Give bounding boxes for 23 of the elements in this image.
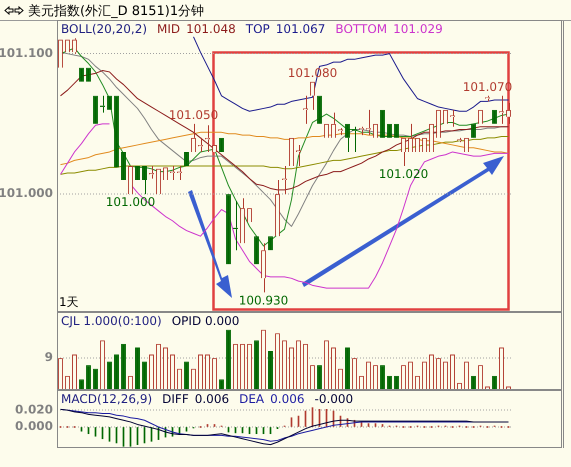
y-tick-label: 0.000 [15, 419, 53, 434]
annotation: OPID 0.000 [172, 314, 240, 328]
chart-subtitle: CJL 1.000(0:100) [61, 314, 162, 328]
text: BOTTOM [335, 22, 388, 36]
annotation: 101.067 [276, 22, 326, 36]
text: 100.930 [238, 293, 288, 308]
x-axis-title: 1天 [59, 294, 79, 311]
annotation: -0.000 [314, 392, 354, 406]
annotation: 101.029 [393, 22, 443, 36]
annotation: 0.006 [194, 392, 230, 406]
y-tick-label: 101.100 [0, 46, 53, 60]
text: MID [157, 22, 180, 36]
text: DEA [239, 392, 264, 406]
y-tick-label: 101.000 [0, 186, 53, 200]
chart-subtitle: BOLL(20,20,2) [61, 22, 148, 36]
text: TOP [246, 22, 270, 36]
annotation: 101.048 [186, 22, 236, 36]
series-label: DIFF [162, 392, 189, 406]
chart-title: 美元指数(外汇_D 8151)1分钟 [28, 3, 204, 20]
chart-subtitle: MACD(12,26,9) [61, 392, 152, 406]
annotation: 0.006 [270, 392, 304, 406]
y-tick-label: 0.020 [15, 402, 53, 416]
y-tick-label: 9 [44, 350, 53, 364]
